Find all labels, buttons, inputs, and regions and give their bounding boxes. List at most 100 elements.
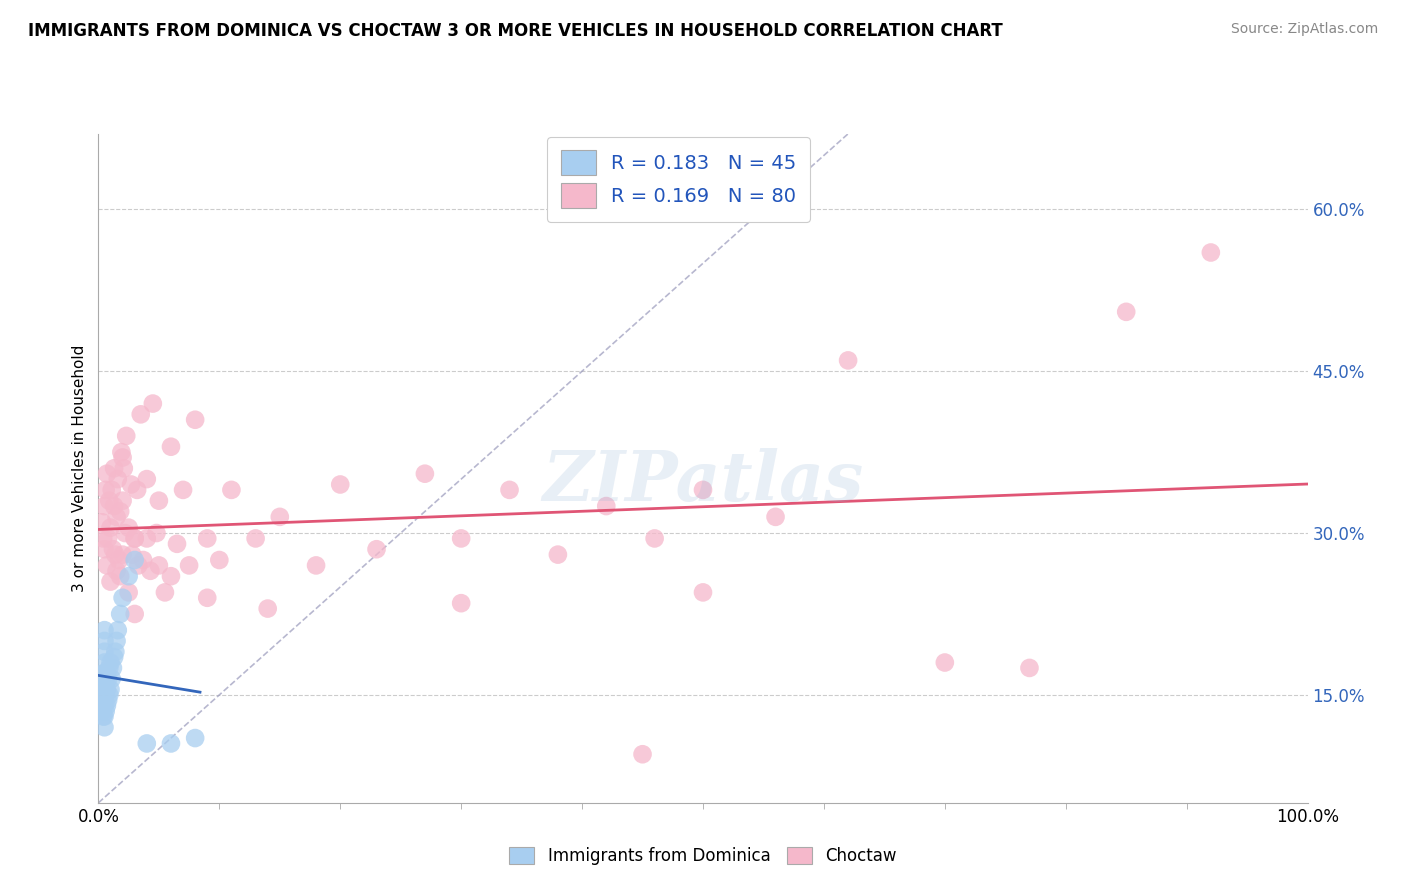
Point bbox=[118, 585, 141, 599]
Point bbox=[179, 558, 201, 573]
Point bbox=[93, 634, 115, 648]
Point bbox=[108, 553, 131, 567]
Point bbox=[105, 634, 128, 648]
Point bbox=[100, 682, 122, 697]
Point bbox=[148, 493, 170, 508]
Point bbox=[100, 521, 122, 535]
Point bbox=[329, 477, 352, 491]
Point bbox=[111, 548, 134, 562]
Point bbox=[91, 532, 114, 546]
Point bbox=[208, 553, 231, 567]
Point bbox=[145, 526, 167, 541]
Point bbox=[108, 504, 131, 518]
Point bbox=[91, 704, 114, 718]
Point bbox=[100, 574, 122, 589]
Point bbox=[93, 542, 115, 557]
Point bbox=[98, 688, 121, 702]
Point bbox=[644, 532, 666, 546]
Point bbox=[124, 553, 146, 567]
Point bbox=[108, 607, 131, 621]
Point bbox=[124, 532, 146, 546]
Point bbox=[90, 677, 112, 691]
Point bbox=[101, 661, 124, 675]
Point bbox=[118, 521, 141, 535]
Point bbox=[114, 526, 136, 541]
Point bbox=[127, 483, 149, 497]
Point bbox=[142, 396, 165, 410]
Text: ZIPatlas: ZIPatlas bbox=[543, 448, 863, 516]
Point bbox=[94, 704, 117, 718]
Point bbox=[160, 440, 183, 454]
Point bbox=[184, 413, 207, 427]
Point bbox=[184, 731, 207, 745]
Point bbox=[139, 564, 162, 578]
Point bbox=[547, 548, 569, 562]
Point bbox=[93, 720, 115, 734]
Point bbox=[195, 591, 218, 605]
Point bbox=[934, 656, 956, 670]
Point bbox=[160, 569, 183, 583]
Point bbox=[91, 682, 114, 697]
Point bbox=[245, 532, 267, 546]
Point bbox=[93, 666, 115, 681]
Point bbox=[305, 558, 328, 573]
Point bbox=[101, 542, 124, 557]
Point bbox=[269, 509, 291, 524]
Legend: Immigrants from Dominica, Choctaw: Immigrants from Dominica, Choctaw bbox=[502, 840, 904, 871]
Point bbox=[107, 472, 129, 486]
Point bbox=[107, 623, 129, 637]
Point bbox=[121, 548, 143, 562]
Point bbox=[103, 461, 125, 475]
Point bbox=[172, 483, 194, 497]
Point bbox=[256, 601, 278, 615]
Point bbox=[112, 461, 135, 475]
Point bbox=[90, 698, 112, 713]
Point bbox=[96, 682, 118, 697]
Point bbox=[127, 558, 149, 573]
Point bbox=[111, 450, 134, 465]
Point bbox=[91, 693, 114, 707]
Point bbox=[765, 509, 787, 524]
Point bbox=[96, 467, 118, 481]
Point bbox=[93, 688, 115, 702]
Point bbox=[166, 537, 188, 551]
Point bbox=[692, 585, 714, 599]
Point bbox=[450, 596, 472, 610]
Point bbox=[120, 477, 142, 491]
Point bbox=[498, 483, 520, 497]
Point bbox=[450, 532, 472, 546]
Point bbox=[195, 532, 218, 546]
Point bbox=[94, 672, 117, 686]
Point bbox=[94, 483, 117, 497]
Point bbox=[104, 645, 127, 659]
Point bbox=[93, 698, 115, 713]
Point bbox=[135, 472, 157, 486]
Point bbox=[108, 569, 131, 583]
Point bbox=[93, 709, 115, 723]
Point bbox=[91, 709, 114, 723]
Point bbox=[93, 499, 115, 513]
Point bbox=[98, 661, 121, 675]
Point bbox=[153, 585, 176, 599]
Text: IMMIGRANTS FROM DOMINICA VS CHOCTAW 3 OR MORE VEHICLES IN HOUSEHOLD CORRELATION : IMMIGRANTS FROM DOMINICA VS CHOCTAW 3 OR… bbox=[28, 22, 1002, 40]
Point bbox=[135, 736, 157, 750]
Point bbox=[111, 591, 134, 605]
Point bbox=[91, 688, 114, 702]
Text: Source: ZipAtlas.com: Source: ZipAtlas.com bbox=[1230, 22, 1378, 37]
Point bbox=[97, 672, 120, 686]
Point bbox=[96, 558, 118, 573]
Point bbox=[91, 666, 114, 681]
Point bbox=[105, 509, 128, 524]
Point bbox=[1199, 245, 1222, 260]
Point bbox=[129, 408, 152, 422]
Point bbox=[91, 515, 114, 529]
Point bbox=[135, 532, 157, 546]
Point bbox=[1018, 661, 1040, 675]
Point bbox=[105, 564, 128, 578]
Point bbox=[111, 493, 134, 508]
Point bbox=[124, 607, 146, 621]
Point bbox=[631, 747, 654, 762]
Point bbox=[160, 736, 183, 750]
Point bbox=[595, 499, 617, 513]
Point bbox=[1115, 305, 1137, 319]
